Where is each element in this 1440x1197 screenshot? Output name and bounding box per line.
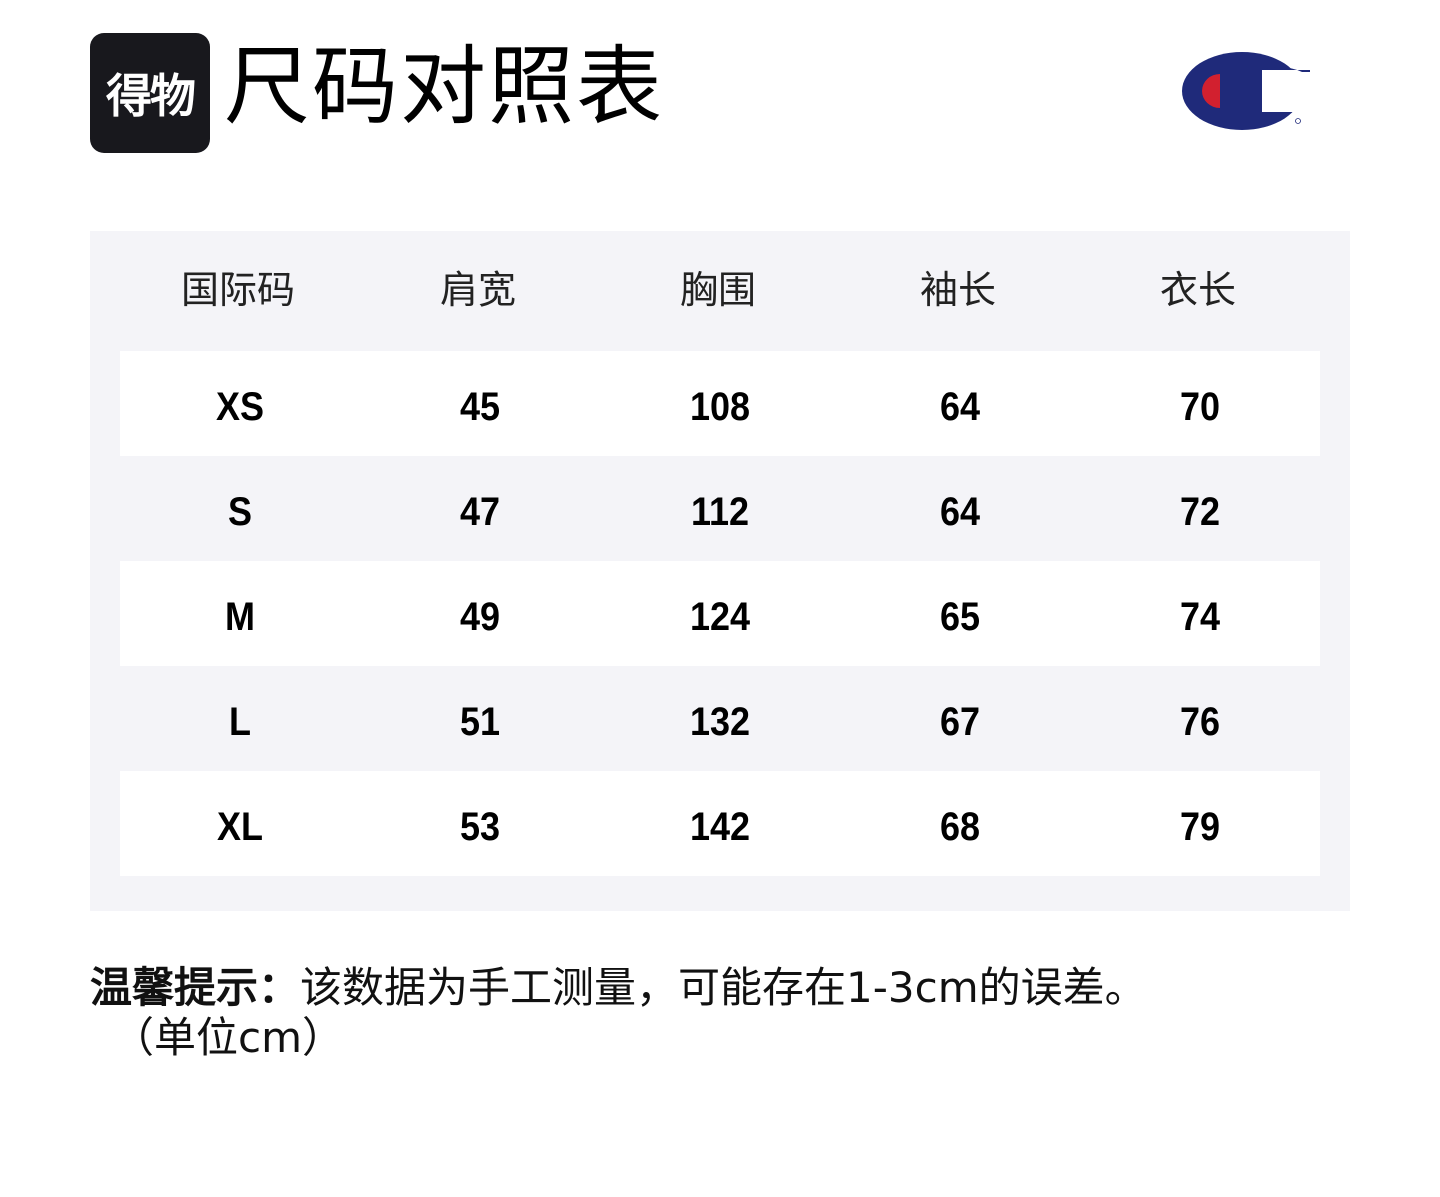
- table-cell: M: [224, 595, 255, 639]
- column-header: 衣长: [1159, 268, 1236, 312]
- dewu-logo: 得物: [90, 33, 210, 153]
- unit-note: （单位cm）: [112, 1013, 345, 1062]
- note-label: 温馨提示：: [90, 963, 301, 1012]
- table-cell: 124: [689, 595, 751, 639]
- table-cell: 70: [1179, 385, 1221, 429]
- table-cell: 64: [939, 385, 981, 429]
- table-cell: XL: [216, 805, 264, 849]
- table-row: L 51 132 67 76: [120, 666, 1320, 771]
- column-header: 袖长: [919, 268, 996, 312]
- table-cell: 53: [459, 805, 501, 849]
- table-cell: 76: [1179, 700, 1221, 744]
- table-cell: 64: [939, 490, 981, 534]
- table-cell: 79: [1179, 805, 1221, 849]
- table-row: M 49 124 65 74: [120, 561, 1320, 666]
- table-row: S 47 112 64 72: [120, 456, 1320, 561]
- table-cell: 74: [1179, 595, 1221, 639]
- table-cell: 65: [939, 595, 981, 639]
- table-cell: 132: [689, 700, 751, 744]
- dewu-logo-text: 得物: [106, 69, 196, 123]
- table-cell: 68: [939, 805, 981, 849]
- measurement-note: 温馨提示：该数据为手工测量，可能存在1-3cm的误差。: [90, 962, 1340, 1014]
- table-cell: 47: [459, 490, 501, 534]
- table-header: 国际码 肩宽 胸围 袖长 衣长: [118, 231, 1318, 351]
- table-cell: XS: [215, 385, 265, 429]
- size-table: 国际码 肩宽 胸围 袖长 衣长 XS 45 108 64 70 S 47 112…: [90, 231, 1350, 911]
- page-title: 尺码对照表: [224, 37, 664, 137]
- column-header: 胸围: [679, 268, 756, 312]
- table-cell: 67: [939, 700, 981, 744]
- table-cell: 72: [1179, 490, 1221, 534]
- table-cell: 49: [459, 595, 501, 639]
- table-cell: S: [227, 490, 253, 534]
- table-cell: 112: [690, 490, 750, 534]
- note-text: 该数据为手工测量，可能存在1-3cm的误差。: [300, 963, 1147, 1012]
- table-cell: 45: [459, 385, 501, 429]
- table-cell: 108: [689, 385, 751, 429]
- table-cell: 142: [689, 805, 751, 849]
- table-cell: L: [229, 700, 251, 744]
- column-header: 肩宽: [439, 268, 516, 312]
- column-header: 国际码: [180, 268, 295, 312]
- table-row: XL 53 142 68 79: [120, 771, 1320, 876]
- table-cell: 51: [459, 700, 501, 744]
- table-row: XS 45 108 64 70: [120, 351, 1320, 456]
- champion-logo-icon: [1182, 52, 1310, 130]
